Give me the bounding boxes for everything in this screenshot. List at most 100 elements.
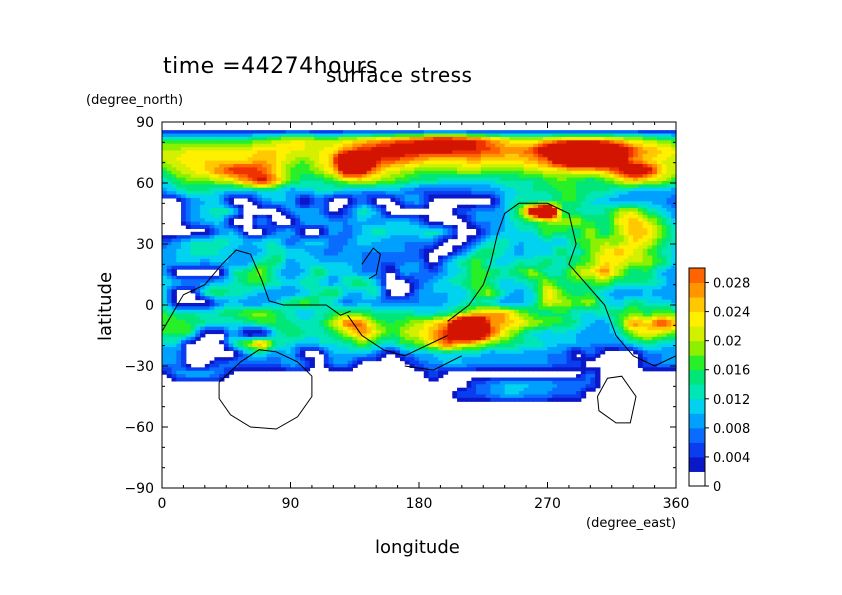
heatmap-cell xyxy=(628,292,634,297)
heatmap-cell xyxy=(295,258,301,263)
heatmap-cell xyxy=(642,265,649,270)
heatmap-cell xyxy=(518,282,525,287)
heatmap-cell xyxy=(380,252,387,257)
heatmap-cell xyxy=(261,184,268,189)
heatmap-cell xyxy=(242,258,249,263)
heatmap-cell xyxy=(595,255,601,260)
heatmap-cell xyxy=(571,140,577,145)
heatmap-cell xyxy=(642,286,649,291)
heatmap-cell xyxy=(257,164,263,169)
heatmap-cell xyxy=(523,130,530,135)
heatmap-cell xyxy=(409,275,415,280)
heatmap-cell xyxy=(490,211,496,216)
heatmap-cell xyxy=(352,255,358,260)
heatmap-cell xyxy=(352,136,358,141)
heatmap-cell xyxy=(485,225,491,230)
heatmap-cell xyxy=(604,241,610,246)
heatmap-cell xyxy=(214,136,220,141)
heatmap-cell xyxy=(214,130,220,135)
heatmap-cell xyxy=(571,228,577,233)
heatmap-cell xyxy=(290,228,296,233)
heatmap-cell xyxy=(333,191,339,196)
heatmap-cell xyxy=(609,289,615,294)
heatmap-cell xyxy=(471,262,477,267)
heatmap-cell xyxy=(637,208,644,213)
heatmap-cell xyxy=(537,133,544,138)
heatmap-cell xyxy=(347,201,353,206)
heatmap-cell xyxy=(366,218,373,223)
heatmap-cell xyxy=(471,177,477,182)
heatmap-cell xyxy=(357,197,363,202)
heatmap-cell xyxy=(252,170,258,175)
heatmap-cell xyxy=(223,241,230,246)
heatmap-cell xyxy=(181,282,187,287)
heatmap-cell xyxy=(499,282,506,287)
heatmap-cell xyxy=(285,194,292,199)
heatmap-cell xyxy=(352,221,358,226)
heatmap-cell xyxy=(438,255,444,260)
heatmap-cell xyxy=(309,170,315,175)
heatmap-cell xyxy=(195,204,201,209)
heatmap-cell xyxy=(509,150,515,155)
heatmap-cell xyxy=(380,164,387,169)
heatmap-cell xyxy=(433,153,439,158)
heatmap-cell xyxy=(257,252,263,257)
heatmap-cell xyxy=(590,231,596,236)
heatmap-cell xyxy=(252,153,258,158)
heatmap-cell xyxy=(637,238,644,243)
heatmap-cell xyxy=(271,262,277,267)
heatmap-cell xyxy=(571,292,577,297)
heatmap-cell xyxy=(242,245,249,250)
heatmap-cell xyxy=(614,221,620,226)
heatmap-cell xyxy=(504,272,511,277)
heatmap-cell xyxy=(309,275,315,280)
heatmap-cell xyxy=(342,164,349,169)
heatmap-cell xyxy=(314,252,320,257)
heatmap-cell xyxy=(228,279,234,284)
heatmap-cell xyxy=(647,140,653,145)
heatmap-cell xyxy=(280,248,287,253)
heatmap-cell xyxy=(495,218,501,223)
heatmap-cell xyxy=(518,262,525,267)
heatmap-cell xyxy=(181,184,187,189)
heatmap-cell xyxy=(352,157,358,162)
heatmap-cell xyxy=(623,248,630,253)
heatmap-cell xyxy=(457,194,463,199)
heatmap-cell xyxy=(495,255,501,260)
heatmap-cell xyxy=(666,133,672,138)
heatmap-cell xyxy=(476,269,482,274)
heatmap-cell xyxy=(219,133,225,138)
heatmap-cell xyxy=(390,218,396,223)
heatmap-cell xyxy=(276,130,282,135)
heatmap-cell xyxy=(276,184,282,189)
heatmap-cell xyxy=(604,170,610,175)
heatmap-cell xyxy=(338,214,344,219)
heatmap-cell xyxy=(257,136,263,141)
heatmap-cell xyxy=(637,180,644,185)
heatmap-cell xyxy=(471,164,477,169)
heatmap-cell xyxy=(495,292,501,297)
heatmap-cell xyxy=(190,194,196,199)
heatmap-cell xyxy=(242,133,249,138)
heatmap-cell xyxy=(518,225,525,230)
heatmap-cell xyxy=(228,204,234,209)
heatmap-cell xyxy=(523,153,530,158)
heatmap-cell xyxy=(419,238,425,243)
heatmap-cell xyxy=(609,157,615,162)
heatmap-cell xyxy=(480,235,487,240)
heatmap-cell xyxy=(609,130,615,135)
heatmap-cell xyxy=(504,194,511,199)
heatmap-cell xyxy=(661,231,668,236)
heatmap-cell xyxy=(533,150,539,155)
heatmap-cell xyxy=(666,130,672,135)
heatmap-cell xyxy=(485,177,491,182)
heatmap-cell xyxy=(190,150,196,155)
heatmap-cell xyxy=(642,160,649,165)
heatmap-cell xyxy=(433,184,439,189)
heatmap-cell xyxy=(314,167,320,172)
heatmap-cell xyxy=(390,214,396,219)
heatmap-cell xyxy=(200,204,206,209)
heatmap-cell xyxy=(228,211,234,216)
heatmap-cell xyxy=(523,133,530,138)
heatmap-cell xyxy=(404,238,411,243)
